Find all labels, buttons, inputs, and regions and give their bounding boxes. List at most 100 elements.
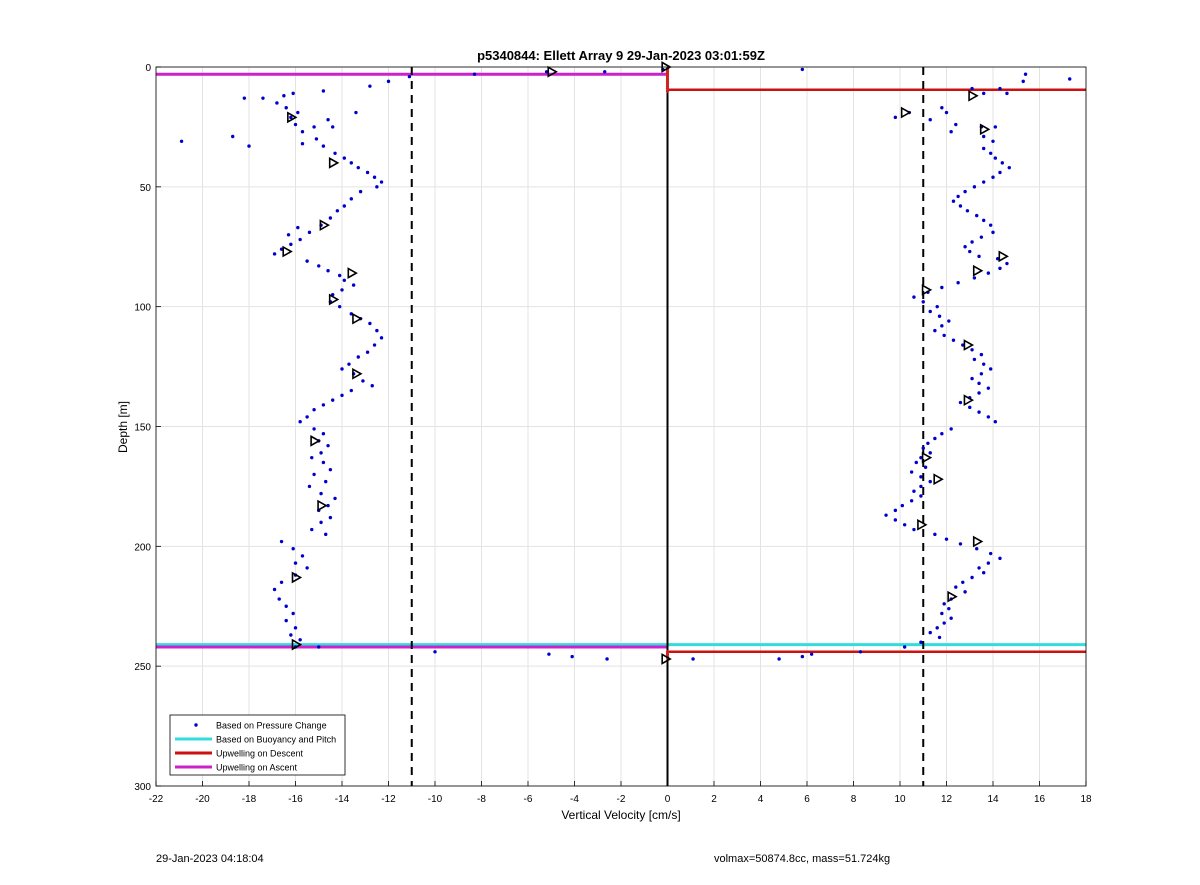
data-point <box>347 362 351 366</box>
data-point <box>951 338 956 342</box>
data-point <box>928 118 932 122</box>
legend: Based on Pressure Change Based on Buoyanc… <box>169 714 346 776</box>
data-point <box>293 626 298 630</box>
data-point <box>300 554 305 558</box>
data-point <box>665 86 670 91</box>
triangle-marker <box>933 473 944 486</box>
data-point <box>279 539 284 544</box>
legend-label: Upwelling on Descent <box>216 749 304 759</box>
data-point <box>975 213 979 218</box>
data-point <box>291 547 295 551</box>
data-point <box>326 269 330 273</box>
data-point <box>277 597 281 601</box>
data-point <box>354 110 358 115</box>
data-point <box>279 247 284 251</box>
triangle-marker <box>287 111 298 124</box>
x-axis-label: Vertical Velocity [cm/s] <box>561 808 680 822</box>
data-point <box>940 106 944 110</box>
y-tick-label: 300 <box>134 782 151 793</box>
x-tick-label: 4 <box>758 794 764 805</box>
data-point <box>1000 161 1004 165</box>
data-point <box>1021 79 1025 84</box>
x-tick-label: 8 <box>851 794 857 805</box>
x-tick-label: -6 <box>524 794 533 805</box>
data-point <box>858 650 863 654</box>
triangle-marker <box>319 219 331 232</box>
data-point <box>963 590 967 594</box>
data-point <box>921 300 925 304</box>
data-points <box>179 67 1072 661</box>
data-point <box>335 209 340 213</box>
data-point <box>691 657 695 661</box>
data-point <box>326 443 330 448</box>
data-point <box>986 271 991 275</box>
triangle-marker <box>310 435 321 447</box>
x-tick-label: 2 <box>711 794 717 805</box>
y-axis-label: Depth [m] <box>116 401 130 453</box>
data-point <box>340 393 344 398</box>
data-point <box>328 467 333 472</box>
data-point <box>356 165 360 170</box>
data-point <box>958 542 963 546</box>
footer-volmax-mass: volmax=50874.8cc, mass=51.724kg <box>714 853 891 865</box>
data-point <box>956 194 960 199</box>
data-point <box>317 264 321 268</box>
data-point <box>321 431 326 436</box>
data-point <box>919 475 923 479</box>
data-point <box>975 547 979 551</box>
x-tick-label: -8 <box>477 794 486 805</box>
triangle-marker <box>979 123 991 136</box>
x-tick-label: -20 <box>195 794 210 805</box>
data-point <box>970 348 974 352</box>
triangle-marker <box>291 638 303 651</box>
data-point <box>893 518 898 522</box>
data-point <box>928 479 932 484</box>
data-point <box>977 391 981 395</box>
x-tick-label: -10 <box>428 794 443 805</box>
data-point <box>319 491 323 496</box>
data-point <box>970 86 974 91</box>
data-point <box>979 372 984 376</box>
data-point <box>312 125 316 129</box>
x-tick-label: -2 <box>617 794 626 805</box>
data-point <box>293 122 298 127</box>
data-point <box>933 328 937 333</box>
data-point <box>909 470 914 474</box>
data-point <box>800 67 805 72</box>
data-point <box>365 350 370 354</box>
data-point <box>986 386 991 390</box>
data-point <box>998 86 1002 91</box>
data-point <box>914 460 918 465</box>
data-point <box>963 189 967 194</box>
data-point <box>665 74 670 79</box>
data-point <box>665 89 670 93</box>
legend-label: Based on Pressure Change <box>216 721 327 731</box>
triangle-marker <box>282 245 293 258</box>
data-point <box>947 319 951 323</box>
x-tick-label: -14 <box>335 794 350 805</box>
data-point <box>291 611 295 616</box>
data-point <box>982 146 986 151</box>
data-point <box>937 314 942 318</box>
data-point <box>1005 91 1009 96</box>
triangle-marker <box>917 518 928 531</box>
data-point <box>893 115 898 120</box>
y-tick-label: 50 <box>140 183 152 194</box>
data-point <box>284 604 288 608</box>
triangle-marker <box>968 89 979 102</box>
data-point <box>919 640 923 644</box>
data-point <box>358 189 363 194</box>
data-point <box>982 91 986 96</box>
data-point <box>605 657 609 661</box>
data-point <box>279 580 284 584</box>
data-point <box>949 427 953 431</box>
data-point <box>970 575 974 580</box>
data-point <box>923 465 928 469</box>
x-tick-label: -16 <box>288 794 303 805</box>
data-point <box>261 96 265 100</box>
y-tick-label: 100 <box>134 303 151 314</box>
data-point <box>982 134 986 139</box>
data-point <box>940 611 944 616</box>
data-point <box>912 295 916 299</box>
x-tick-label: -12 <box>381 794 396 805</box>
